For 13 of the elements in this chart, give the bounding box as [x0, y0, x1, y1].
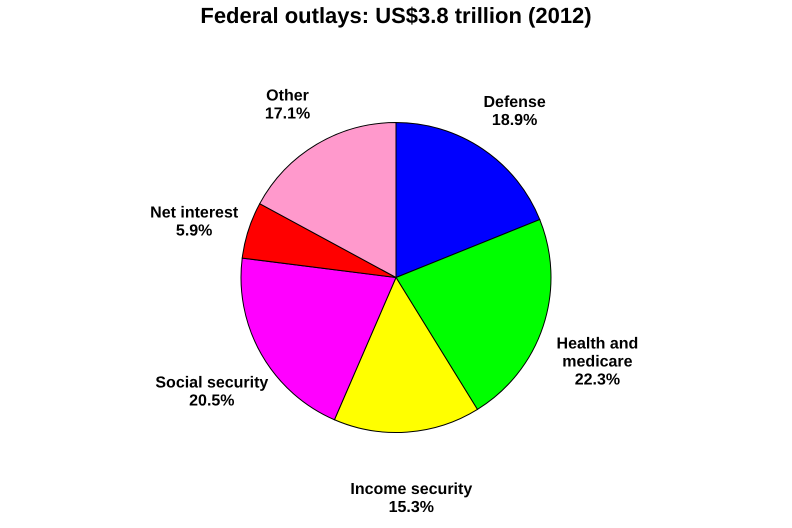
slice-label: Defense — [483, 94, 546, 111]
slice-label: Health and medicare — [556, 336, 638, 371]
slice-label: Other — [266, 87, 309, 104]
slice-label: Social security — [155, 374, 268, 392]
data-label: 18.9% — [492, 112, 538, 129]
data-label: 22.3% — [574, 372, 620, 389]
data-label: 15.3% — [388, 498, 434, 516]
slice-label: Net interest — [150, 204, 239, 222]
slice-label: Income security — [350, 480, 472, 498]
data-label: 5.9% — [176, 222, 212, 240]
data-label: 20.5% — [189, 392, 235, 410]
data-label: 17.1% — [264, 105, 310, 122]
chart-title: Federal outlays: US$3.8 trillion (2012) — [200, 3, 592, 28]
